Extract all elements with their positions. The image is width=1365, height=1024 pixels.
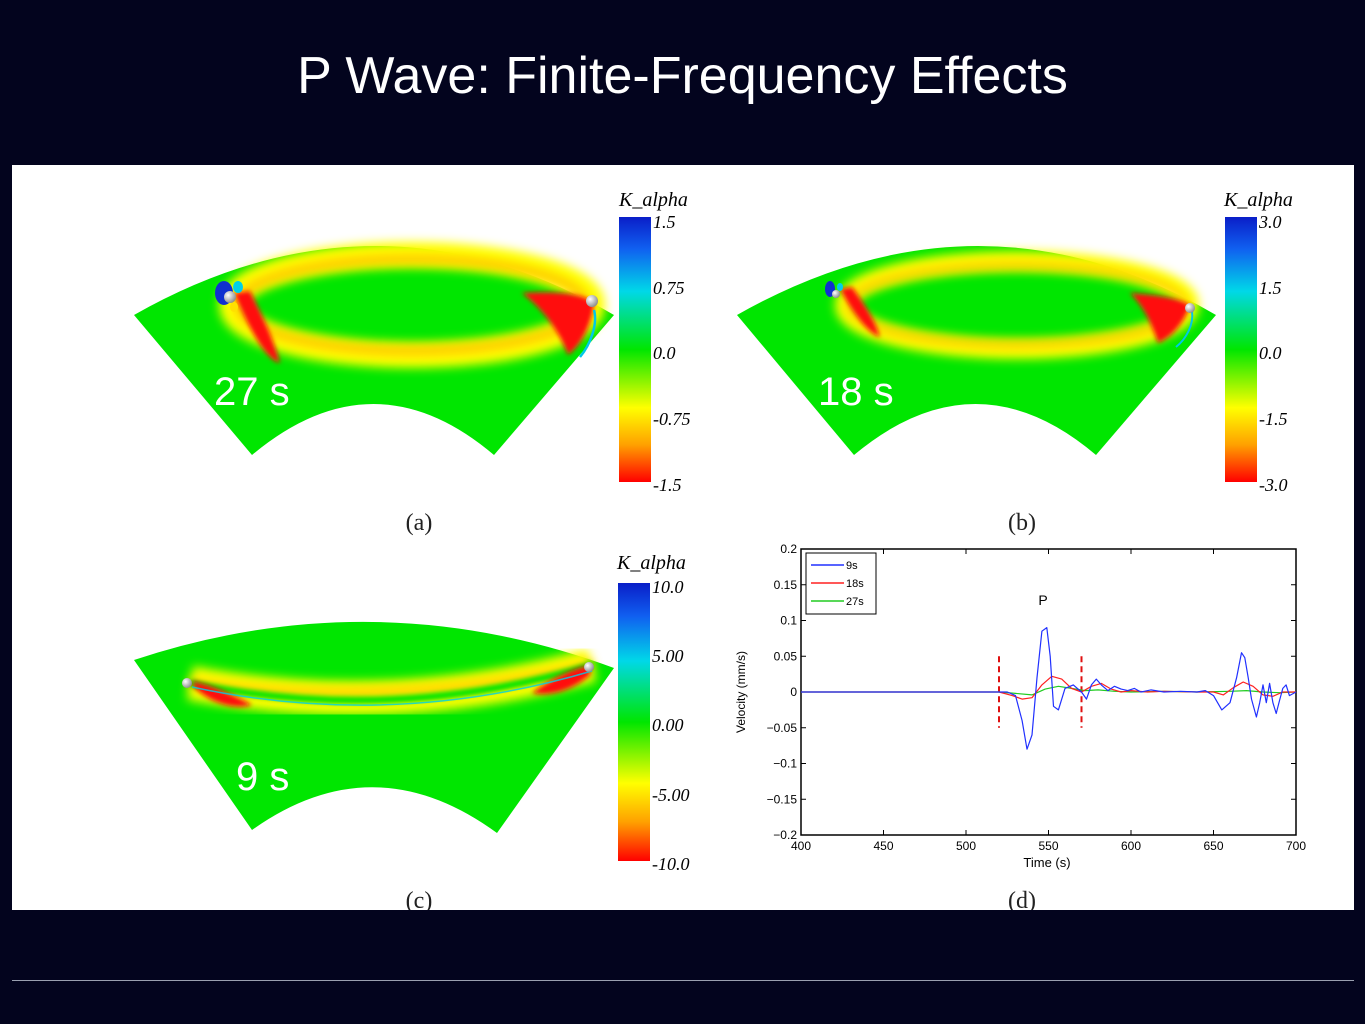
panel-c: 9 s K_alpha 10.0 5.00 0.00 -5.00 -10.0 (… <box>134 552 690 910</box>
x-axis-label: Time (s) <box>1023 855 1070 870</box>
panel-b-period-label: 18 s <box>818 370 894 414</box>
x-tick-label: 400 <box>791 839 811 853</box>
y-tick-label: −0.15 <box>767 792 798 806</box>
series-line-9s <box>801 627 1297 750</box>
x-tick-label: 450 <box>873 839 893 853</box>
panel-b-colorbar-tick: -1.5 <box>1259 409 1288 429</box>
panel-b-colorbar <box>1225 217 1257 482</box>
phase-label: P <box>1038 592 1047 608</box>
panel-c-source-marker <box>182 678 192 688</box>
x-tick-label: 500 <box>956 839 976 853</box>
y-tick-label: 0.15 <box>774 578 798 592</box>
panel-a-colorbar-tick: 0.0 <box>653 343 676 363</box>
legend-label: 18s <box>846 578 864 590</box>
y-tick-label: −0.05 <box>767 721 798 735</box>
panel-a-colorbar-tick: -1.5 <box>653 475 682 495</box>
panel-a-colorbar <box>619 217 651 482</box>
panel-b-source-marker <box>832 290 840 298</box>
panel-a-receiver-marker <box>586 295 598 307</box>
panel-c-wedge <box>134 621 614 833</box>
y-tick-label: 0.2 <box>780 542 797 556</box>
figure-svg: 27 s K_alpha 1.5 0.75 0.0 -0.75 -1.5 (a) <box>134 189 1306 910</box>
x-tick-label: 600 <box>1121 839 1141 853</box>
panel-b-colorbar-tick: 3.0 <box>1258 212 1282 232</box>
series-line-27s <box>801 685 1297 696</box>
panel-a-period-label: 27 s <box>214 370 290 414</box>
panel-b-colorbar-tick: 1.5 <box>1259 278 1282 298</box>
panel-c-colorbar-tick: 0.00 <box>652 715 684 735</box>
panel-b-caption: (b) <box>1008 510 1036 536</box>
panel-c-period-label: 9 s <box>236 755 289 799</box>
legend: 9s 18s 27s <box>805 552 877 615</box>
axis-ticks: 400 450 500 550 600 650 700 0.2 0.15 0.1 0.05 0 −0.0… <box>767 542 1307 853</box>
panel-a-caption: (a) <box>406 510 433 536</box>
x-tick-label: 550 <box>1038 839 1058 853</box>
panel-b-colorbar-title: K_alpha <box>1223 189 1293 211</box>
panel-a-colorbar-tick: 1.5 <box>653 212 676 232</box>
panel-a: 27 s K_alpha 1.5 0.75 0.0 -0.75 -1.5 (a) <box>134 189 691 536</box>
legend-label: 9s <box>846 560 858 572</box>
panel-b-colorbar-tick: 0.0 <box>1259 343 1282 363</box>
figure-panel: 27 s K_alpha 1.5 0.75 0.0 -0.75 -1.5 (a) <box>12 165 1354 910</box>
panel-a-colorbar-title: K_alpha <box>618 189 688 211</box>
panel-b-colorbar-tick: -3.0 <box>1259 475 1288 495</box>
legend-label: 27s <box>846 596 864 608</box>
footer-rule <box>12 980 1354 981</box>
panel-c-colorbar-tick: 5.00 <box>652 646 684 666</box>
panel-c-kernel <box>186 648 597 715</box>
panel-b: 18 s K_alpha 3.0 1.5 0.0 -1.5 -3.0 (b) <box>737 189 1293 536</box>
y-tick-label: 0.05 <box>774 649 798 663</box>
y-tick-label: −0.2 <box>773 828 797 842</box>
panel-c-colorbar <box>618 583 650 861</box>
panel-b-receiver-marker <box>1185 303 1195 313</box>
panel-a-colorbar-tick: -0.75 <box>653 409 691 429</box>
y-tick-label: 0 <box>790 685 797 699</box>
panel-c-receiver-marker <box>584 662 594 672</box>
y-axis-label: Velocity (mm/s) <box>734 651 748 733</box>
panel-c-colorbar-tick: -10.0 <box>652 854 690 874</box>
panel-a-colorbar-tick: 0.75 <box>653 278 685 298</box>
panel-c-colorbar-tick: -5.00 <box>652 785 690 805</box>
x-tick-label: 700 <box>1286 839 1306 853</box>
panel-c-colorbar-tick: 10.0 <box>652 577 684 597</box>
x-tick-label: 650 <box>1203 839 1223 853</box>
panel-a-source-marker <box>224 291 236 303</box>
slide-title: P Wave: Finite-Frequency Effects <box>297 47 1068 105</box>
panel-d: 400 450 500 550 600 650 700 0.2 0.15 0.1 0.05 0 −0.0… <box>734 542 1306 910</box>
panel-c-caption: (c) <box>406 888 433 910</box>
series-lines <box>801 627 1297 750</box>
y-tick-label: −0.1 <box>773 757 797 771</box>
panel-c-colorbar-title: K_alpha <box>616 552 686 574</box>
y-tick-label: 0.1 <box>780 614 797 628</box>
panel-d-caption: (d) <box>1008 888 1036 910</box>
